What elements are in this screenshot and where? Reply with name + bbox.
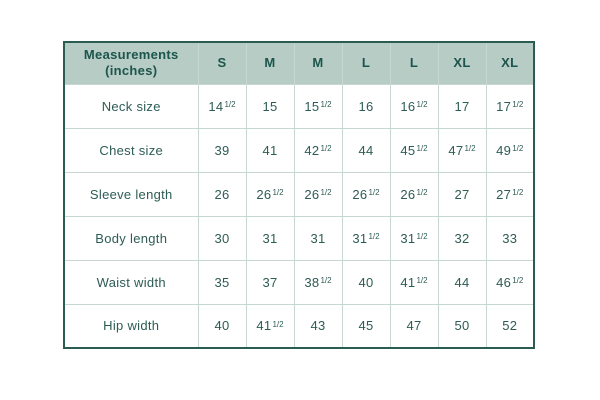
- measurement-cell: 41: [245, 127, 295, 173]
- row-label: Waist width: [63, 259, 199, 305]
- measurement-cell: 37: [245, 259, 295, 305]
- measurement-cell: 261/2: [245, 171, 295, 217]
- header-row: Measurements (inches) S M M L L XL XL: [63, 41, 535, 85]
- measurement-cell: 45: [341, 303, 391, 349]
- table-row: Chest size 39 41 421/2 44 451/2 471/2 491/2: [63, 127, 535, 173]
- measurement-cell: 411/2: [389, 259, 439, 305]
- row-label: Neck size: [63, 83, 199, 129]
- measurement-cell: 47: [389, 303, 439, 349]
- measurement-cell: 261/2: [389, 171, 439, 217]
- row-label: Body length: [63, 215, 199, 261]
- fraction-superscript: 1/2: [320, 143, 332, 153]
- measurement-cell: 171/2: [485, 83, 535, 129]
- fraction-superscript: 1/2: [512, 99, 524, 109]
- measurement-cell: 261/2: [341, 171, 391, 217]
- size-header-cell-4: L: [389, 41, 439, 85]
- fraction-superscript: 1/2: [512, 275, 524, 285]
- measurement-cell: 27: [437, 171, 487, 217]
- measurement-cell: 161/2: [389, 83, 439, 129]
- fraction-superscript: 1/2: [512, 143, 524, 153]
- fraction-superscript: 1/2: [320, 187, 332, 197]
- size-header-cell-3: L: [341, 41, 391, 85]
- table-row: Neck size 141/2 15 151/2 16 161/2 17 171/2: [63, 83, 535, 129]
- corner-header-cell: Measurements (inches): [63, 41, 199, 85]
- fraction-superscript: 1/2: [272, 319, 284, 329]
- measurement-cell: 39: [197, 127, 247, 173]
- measurements-table: Measurements (inches) S M M L L XL XL Neck siz…: [63, 41, 535, 349]
- measurement-cell: 271/2: [485, 171, 535, 217]
- measurement-cell: 491/2: [485, 127, 535, 173]
- row-label: Chest size: [63, 127, 199, 173]
- row-label: Hip width: [63, 303, 199, 349]
- fraction-superscript: 1/2: [320, 99, 332, 109]
- measurement-cell: 26: [197, 171, 247, 217]
- table-row: Sleeve length 26 261/2 261/2 261/2 261/2 27 271…: [63, 171, 535, 217]
- size-header-cell-0: S: [197, 41, 247, 85]
- size-header-cell-6: XL: [485, 41, 535, 85]
- measurement-cell: 35: [197, 259, 247, 305]
- fraction-superscript: 1/2: [368, 187, 380, 197]
- table-row: Body length 30 31 31 311/2 311/2 32 33: [63, 215, 535, 261]
- measurement-cell: 17: [437, 83, 487, 129]
- measurement-cell: 43: [293, 303, 343, 349]
- measurement-cell: 421/2: [293, 127, 343, 173]
- measurement-cell: 451/2: [389, 127, 439, 173]
- fraction-superscript: 1/2: [368, 231, 380, 241]
- row-label: Sleeve length: [63, 171, 199, 217]
- measurement-cell: 261/2: [293, 171, 343, 217]
- measurement-cell: 311/2: [389, 215, 439, 261]
- measurement-cell: 411/2: [245, 303, 295, 349]
- measurement-cell: 16: [341, 83, 391, 129]
- measurement-cell: 461/2: [485, 259, 535, 305]
- fraction-superscript: 1/2: [416, 99, 428, 109]
- fraction-superscript: 1/2: [512, 187, 524, 197]
- measurement-cell: 15: [245, 83, 295, 129]
- measurement-cell: 52: [485, 303, 535, 349]
- fraction-superscript: 1/2: [416, 143, 428, 153]
- measurement-cell: 141/2: [197, 83, 247, 129]
- measurement-cell: 471/2: [437, 127, 487, 173]
- table-row: Waist width 35 37 381/2 40 411/2 44 461/2: [63, 259, 535, 305]
- measurement-cell: 31: [293, 215, 343, 261]
- fraction-superscript: 1/2: [272, 187, 284, 197]
- table-row: Hip width 40 411/2 43 45 47 50 52: [63, 303, 535, 349]
- size-header-cell-1: M: [245, 41, 295, 85]
- measurement-cell: 30: [197, 215, 247, 261]
- fraction-superscript: 1/2: [224, 99, 236, 109]
- size-header-cell-2: M: [293, 41, 343, 85]
- measurement-cell: 44: [437, 259, 487, 305]
- measurement-cell: 33: [485, 215, 535, 261]
- measurement-cell: 381/2: [293, 259, 343, 305]
- measurement-cell: 50: [437, 303, 487, 349]
- size-chart: Measurements (inches) S M M L L XL XL Neck siz…: [63, 41, 535, 349]
- size-header-cell-5: XL: [437, 41, 487, 85]
- fraction-superscript: 1/2: [416, 187, 428, 197]
- measurement-cell: 40: [197, 303, 247, 349]
- fraction-superscript: 1/2: [464, 143, 476, 153]
- fraction-superscript: 1/2: [320, 275, 332, 285]
- measurement-cell: 32: [437, 215, 487, 261]
- table-body: Neck size 141/2 15 151/2 16 161/2 17 171/2 Chest…: [63, 83, 535, 349]
- measurement-cell: 31: [245, 215, 295, 261]
- measurement-cell: 44: [341, 127, 391, 173]
- measurement-cell: 311/2: [341, 215, 391, 261]
- fraction-superscript: 1/2: [416, 275, 428, 285]
- measurement-cell: 40: [341, 259, 391, 305]
- fraction-superscript: 1/2: [416, 231, 428, 241]
- measurement-cell: 151/2: [293, 83, 343, 129]
